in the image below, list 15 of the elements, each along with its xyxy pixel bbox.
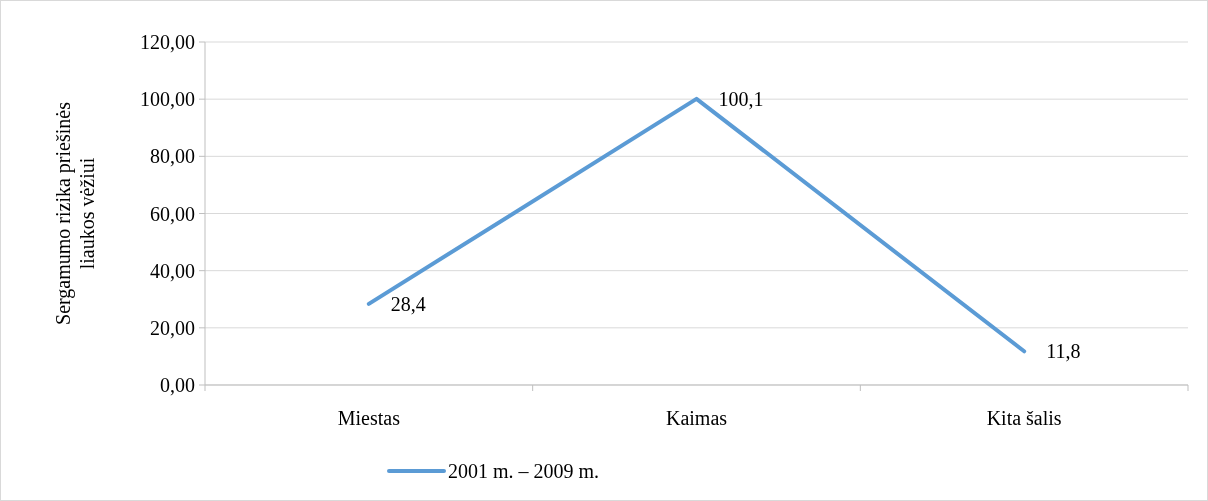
y-tick-label: 20,00	[150, 316, 195, 339]
y-tick-label: 60,00	[150, 202, 195, 225]
data-label: 11,8	[1046, 340, 1081, 363]
x-tick-label: Kaimas	[665, 407, 728, 429]
y-tick-label: 100,00	[140, 88, 195, 111]
x-tick-label: Kita šalis	[986, 407, 1062, 429]
y-tick-label: 120,00	[140, 31, 195, 53]
x-tick-label: Miestas	[337, 407, 401, 429]
y-tick-label: 0,00	[160, 374, 195, 396]
data-label: 28,4	[390, 292, 426, 315]
data-label: 100,1	[718, 87, 764, 110]
y-tick-label: 80,00	[150, 145, 195, 168]
legend-label: 2001 m. – 2009 m.	[448, 460, 600, 482]
y-tick-label: 40,00	[150, 259, 195, 282]
y-axis-title: Sergamumo rizika priešinės liaukos vėžiui	[52, 101, 98, 325]
